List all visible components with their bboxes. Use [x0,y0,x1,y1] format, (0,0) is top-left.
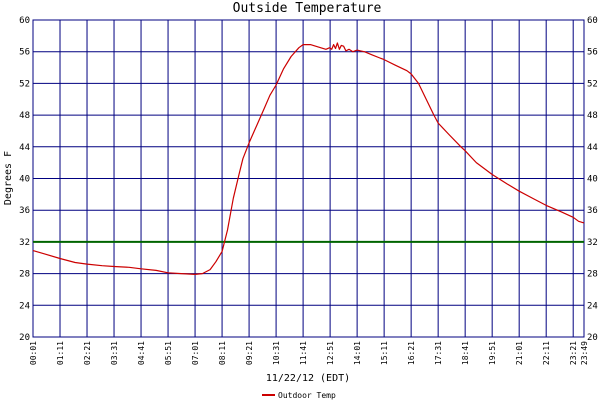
x-tick-label-11: 12:51 [326,341,335,365]
x-tick-label-13: 15:11 [380,341,389,365]
y-axis-left-tick-labels: 20 24 28 32 36 40 44 48 52 56 60 [19,16,30,343]
x-tick-label-10: 11:41 [299,341,308,365]
legend-label-outdoor-temp: Outdoor Temp [278,391,336,400]
y-tick-label-left-4: 36 [19,206,30,216]
y-tick-label-right-1: 24 [587,301,598,311]
x-tick-label-0: 00:01 [29,341,38,365]
x-tick-label-18: 21:01 [515,341,524,365]
x-tick-label-9: 10:31 [272,341,281,365]
y-tick-label-left-7: 48 [19,111,30,121]
series-line-outdoor-temp [32,42,585,275]
x-tick-label-15: 17:31 [434,341,443,365]
y-tick-label-left-3: 32 [19,238,30,248]
x-axis-tick-labels: 00:01 01:11 02:21 03:31 04:41 05:51 07:01 08:11… [29,341,589,365]
x-tick-label-21: 23:49 [580,341,589,365]
y-tick-label-right-7: 48 [587,111,598,121]
series-layer [32,42,585,275]
y-tick-label-left-1: 24 [19,301,30,311]
x-tick-label-8: 09:21 [245,341,254,365]
y-tick-label-right-6: 44 [587,143,598,153]
y-axis-label: Degrees F [3,151,14,205]
y-tick-label-right-10: 60 [587,16,598,26]
x-tick-label-16: 18:41 [461,341,470,365]
x-axis-label: 11/22/12 (EDT) [266,373,350,384]
x-tick-label-3: 03:31 [110,341,119,365]
y-tick-label-right-5: 40 [587,175,598,185]
y-tick-label-left-6: 44 [19,143,30,153]
x-tick-label-2: 02:21 [83,341,92,365]
y-tick-label-right-9: 56 [587,48,598,58]
y-tick-label-left-8: 52 [19,79,30,89]
y-tick-label-left-2: 28 [19,270,30,280]
x-tick-label-1: 01:11 [56,341,65,365]
y-tick-label-right-2: 28 [587,270,598,280]
y-tick-label-left-10: 60 [19,16,30,26]
y-tick-label-right-4: 36 [587,206,598,216]
chart-title: Outside Temperature [233,1,382,16]
x-tick-label-12: 14:01 [353,341,362,365]
y-tick-label-right-0: 20 [587,333,598,343]
legend: Outdoor Temp [262,391,336,400]
y-tick-label-left-5: 40 [19,175,30,185]
x-tick-label-20: 23:21 [569,341,578,365]
x-tick-label-7: 08:11 [218,341,227,365]
x-tick-label-17: 19:51 [488,341,497,365]
x-tick-label-19: 22:11 [542,341,551,365]
y-tick-label-left-0: 20 [19,333,30,343]
y-axis-right-tick-labels: 20 24 28 32 36 40 44 48 52 56 60 [587,16,598,343]
y-tick-label-right-8: 52 [587,79,598,89]
x-tick-label-6: 07:01 [191,341,200,365]
y-tick-label-right-3: 32 [587,238,598,248]
x-tick-label-5: 05:51 [164,341,173,365]
y-tick-label-left-9: 56 [19,48,30,58]
x-tick-label-4: 04:41 [137,341,146,365]
x-tick-label-14: 16:21 [407,341,416,365]
